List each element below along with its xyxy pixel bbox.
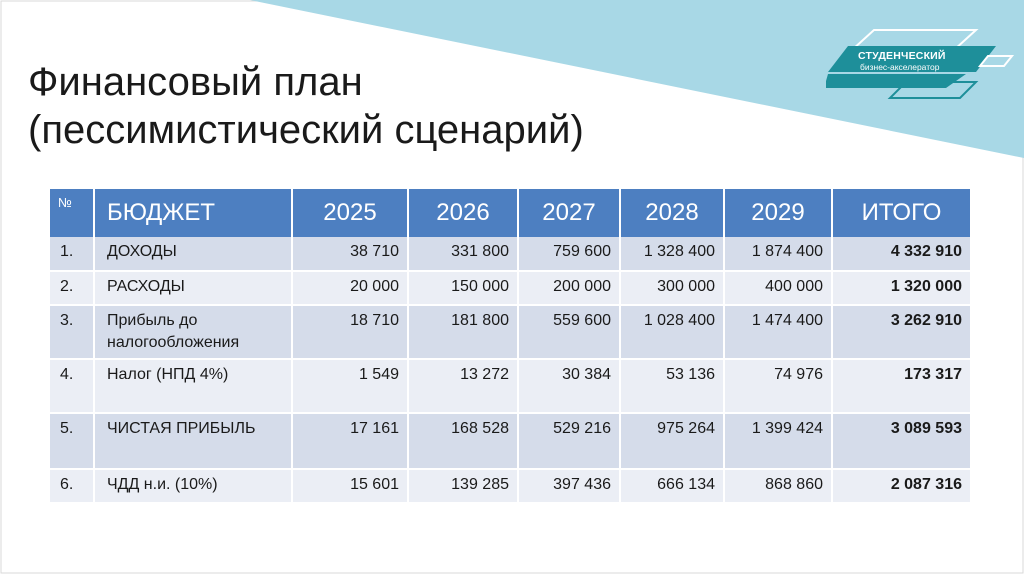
cell-total: 2 087 316 (832, 469, 970, 504)
cell-2026: 150 000 (408, 271, 519, 306)
cell-2025: 20 000 (292, 271, 409, 306)
cell-2026: 181 800 (408, 305, 519, 360)
cell-2027: 397 436 (518, 469, 621, 504)
row-name: ДОХОДЫ (94, 237, 293, 272)
table-row: 5. ЧИСТАЯ ПРИБЫЛЬ 17 161 168 528 529 216… (50, 413, 970, 470)
header-total: ИТОГО (832, 189, 970, 237)
cell-2027: 30 384 (518, 359, 621, 414)
cell-2029: 1 874 400 (724, 237, 833, 272)
row-num: 4. (50, 359, 95, 414)
header-2028: 2028 (620, 189, 725, 237)
accelerator-logo-icon (826, 29, 1015, 99)
cell-2028: 1 028 400 (620, 305, 725, 360)
logo-line2: бизнес-акселератор (860, 62, 940, 72)
cell-2025: 17 161 (292, 413, 409, 470)
row-name: РАСХОДЫ (94, 271, 293, 306)
row-num: 1. (50, 237, 95, 272)
logo-line1: СТУДЕНЧЕСКИЙ (858, 50, 946, 62)
cell-2026: 13 272 (408, 359, 519, 414)
cell-total: 1 320 000 (832, 271, 970, 306)
cell-2029: 74 976 (724, 359, 833, 414)
title-line1: Финансовый план (28, 60, 363, 104)
cell-2027: 529 216 (518, 413, 621, 470)
cell-2029: 1 474 400 (724, 305, 833, 360)
cell-2028: 975 264 (620, 413, 725, 470)
table-header-row: № БЮДЖЕТ 2025 2026 2027 2028 2029 ИТОГО (50, 189, 970, 237)
table-row: 4. Налог (НПД 4%) 1 549 13 272 30 384 53… (50, 359, 970, 414)
cell-total: 3 262 910 (832, 305, 970, 360)
header-budget: БЮДЖЕТ (94, 189, 293, 237)
row-num: 2. (50, 271, 95, 306)
cell-2026: 139 285 (408, 469, 519, 504)
row-num: 6. (50, 469, 95, 504)
cell-2027: 559 600 (518, 305, 621, 360)
row-num: 3. (50, 305, 95, 360)
header-2027: 2027 (518, 189, 621, 237)
financial-plan-table: № БЮДЖЕТ 2025 2026 2027 2028 2029 ИТОГО … (50, 189, 970, 504)
cell-total: 4 332 910 (832, 237, 970, 272)
cell-total: 3 089 593 (832, 413, 970, 470)
cell-2028: 666 134 (620, 469, 725, 504)
cell-2026: 168 528 (408, 413, 519, 470)
row-num: 5. (50, 413, 95, 470)
header-2026: 2026 (408, 189, 519, 237)
cell-2025: 38 710 (292, 237, 409, 272)
table-row: 2. РАСХОДЫ 20 000 150 000 200 000 300 00… (50, 271, 970, 306)
cell-2025: 15 601 (292, 469, 409, 504)
cell-2027: 759 600 (518, 237, 621, 272)
cell-2029: 400 000 (724, 271, 833, 306)
row-name: ЧИСТАЯ ПРИБЫЛЬ (94, 413, 293, 470)
header-2029: 2029 (724, 189, 833, 237)
cell-2029: 868 860 (724, 469, 833, 504)
cell-2025: 1 549 (292, 359, 409, 414)
cell-2028: 300 000 (620, 271, 725, 306)
cell-2027: 200 000 (518, 271, 621, 306)
cell-2025: 18 710 (292, 305, 409, 360)
title-line2: (пессимистический сценарий) (28, 108, 584, 152)
row-name: Налог (НПД 4%) (94, 359, 293, 414)
table-row: 6. ЧДД н.и. (10%) 15 601 139 285 397 436… (50, 469, 970, 504)
page-title: Финансовый план (пессимистический сценар… (28, 58, 584, 154)
cell-2028: 1 328 400 (620, 237, 725, 272)
table-row: 1. ДОХОДЫ 38 710 331 800 759 600 1 328 4… (50, 237, 970, 272)
row-name: ЧДД н.и. (10%) (94, 469, 293, 504)
cell-2026: 331 800 (408, 237, 519, 272)
header-num: № (50, 189, 95, 237)
header-2025: 2025 (292, 189, 409, 237)
row-name: Прибыль до налогообложения (94, 305, 293, 360)
cell-2029: 1 399 424 (724, 413, 833, 470)
table-row: 3. Прибыль до налогообложения 18 710 181… (50, 305, 970, 360)
cell-total: 173 317 (832, 359, 970, 414)
cell-2028: 53 136 (620, 359, 725, 414)
